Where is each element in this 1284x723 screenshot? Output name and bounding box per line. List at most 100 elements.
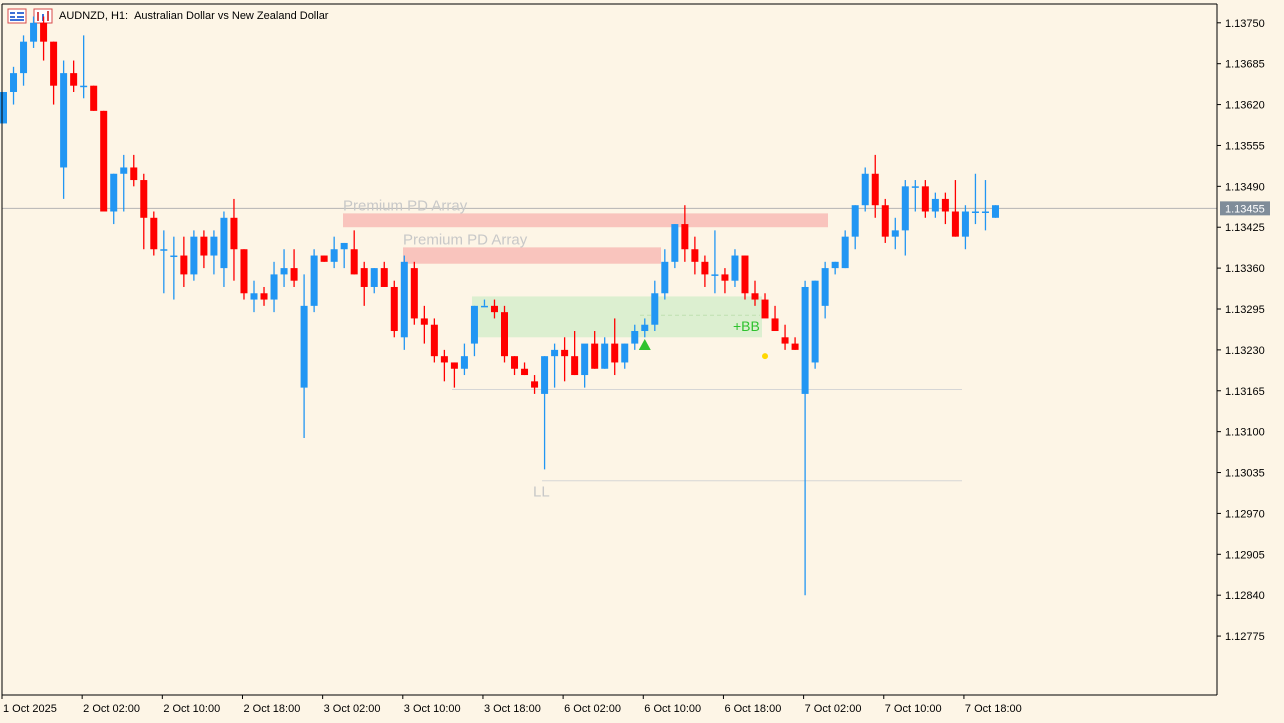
y-tick-label: 1.12775 — [1225, 631, 1265, 643]
candle-body — [420, 318, 428, 325]
zones-layer — [343, 213, 828, 338]
candle-body — [851, 205, 859, 237]
candle-body — [350, 249, 358, 275]
candle-body — [721, 274, 729, 281]
candle-body — [621, 343, 629, 363]
candle-body — [10, 73, 18, 92]
candle-body — [50, 41, 58, 86]
candle — [380, 261, 388, 287]
candle-body — [250, 293, 258, 300]
candle-body — [210, 236, 218, 256]
candle — [581, 343, 589, 388]
x-tick-label: 7 Oct 10:00 — [885, 703, 942, 715]
premium-zone-2 — [403, 247, 661, 264]
candle — [521, 362, 529, 376]
candle-body — [611, 343, 619, 363]
candle — [410, 261, 418, 325]
candle-body — [531, 381, 539, 388]
candle — [430, 318, 438, 363]
candle — [310, 249, 318, 313]
y-tick-label: 1.13165 — [1225, 386, 1265, 398]
candle — [230, 198, 238, 281]
candle-body — [861, 173, 869, 206]
y-tick-label: 1.13620 — [1225, 100, 1265, 112]
candle — [861, 167, 869, 212]
candle — [741, 255, 749, 300]
candle-body — [300, 305, 308, 388]
x-tick-label: 6 Oct 02:00 — [564, 703, 621, 715]
candle — [751, 280, 759, 306]
candle — [571, 331, 579, 376]
premium-zone-2-label: Premium PD Array — [403, 231, 528, 248]
candle-body — [400, 261, 408, 338]
candle-body — [150, 217, 158, 250]
x-tick-label: 3 Oct 18:00 — [484, 703, 541, 715]
candle — [440, 349, 448, 382]
candle — [100, 110, 108, 212]
candle-body — [831, 261, 839, 269]
candle-body — [521, 368, 529, 376]
candle — [941, 192, 949, 225]
candle — [60, 60, 68, 199]
candle-body — [781, 337, 789, 344]
candle-body — [661, 261, 669, 294]
candle-body — [290, 268, 298, 281]
candle — [771, 305, 779, 332]
candle-body — [80, 85, 88, 88]
bos-label: +BB — [733, 318, 760, 334]
candle — [340, 242, 348, 269]
candle-body — [270, 274, 278, 300]
candle-body — [511, 356, 519, 369]
candle — [80, 35, 88, 99]
low-low-label: LL — [533, 484, 550, 501]
signal-dot-icon — [762, 353, 769, 360]
candle-body — [891, 230, 899, 237]
candle — [490, 299, 498, 319]
x-tick-label: 2 Oct 18:00 — [243, 703, 300, 715]
x-tick-label: 6 Oct 18:00 — [724, 703, 781, 715]
candle-body — [671, 224, 679, 262]
candle — [210, 230, 218, 275]
candle — [240, 249, 248, 300]
candle — [260, 286, 268, 306]
candle — [801, 280, 809, 596]
candle — [250, 280, 258, 313]
candle — [180, 236, 188, 287]
candle — [480, 299, 488, 308]
candles-layer — [0, 16, 999, 596]
current-price-label: 1.13455 — [1225, 203, 1265, 215]
candle — [601, 337, 609, 369]
candle-body — [230, 217, 238, 250]
candle — [170, 236, 178, 300]
candle-body — [0, 91, 7, 124]
candle — [450, 362, 458, 388]
discount-zone — [472, 296, 762, 338]
candle-body — [811, 280, 819, 363]
candle — [631, 324, 639, 350]
candle — [991, 205, 999, 218]
candle — [200, 230, 208, 269]
chart-list-icon[interactable] — [7, 8, 27, 24]
candle — [30, 16, 38, 48]
candle-body — [971, 211, 979, 213]
candle — [40, 16, 48, 61]
candle-body — [260, 293, 268, 300]
candle-body — [410, 268, 418, 319]
candle — [320, 255, 328, 262]
candle-body — [581, 343, 589, 376]
candle — [420, 305, 428, 344]
x-tick-label: 7 Oct 02:00 — [805, 703, 862, 715]
candle — [270, 261, 278, 313]
candle — [370, 268, 378, 294]
candle-body — [641, 324, 649, 332]
y-tick-label: 1.13685 — [1225, 59, 1265, 71]
candle — [541, 356, 549, 470]
candle-body — [741, 255, 749, 294]
candle-body — [941, 198, 949, 212]
labels-layer: Premium PD Array Premium PD Array LL +BB — [343, 197, 769, 501]
y-tick-label: 1.13555 — [1225, 140, 1265, 152]
candle-body — [200, 236, 208, 256]
candle-body — [340, 242, 348, 250]
candle-body — [921, 186, 929, 212]
